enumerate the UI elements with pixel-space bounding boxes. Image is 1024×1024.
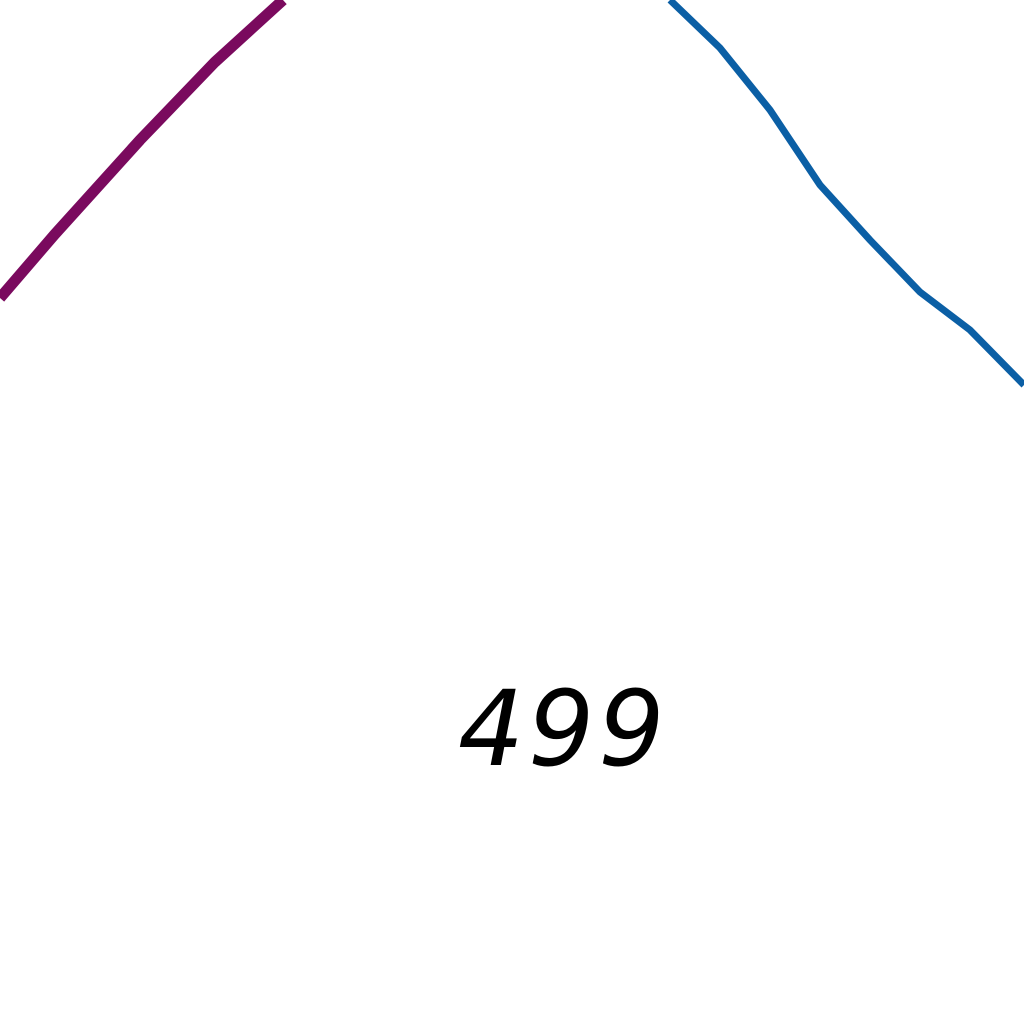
road-line-magenta xyxy=(0,0,287,302)
map-label: 499 xyxy=(458,668,669,790)
boundary-line-blue xyxy=(667,0,1024,388)
